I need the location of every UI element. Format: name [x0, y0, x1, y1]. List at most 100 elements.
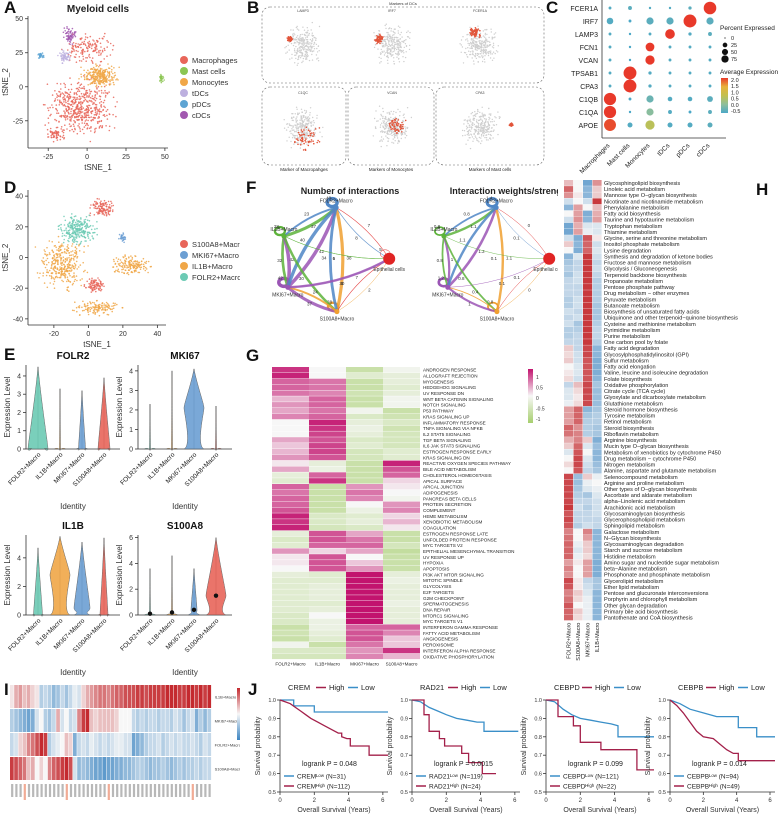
data-point [76, 220, 79, 223]
data-point [89, 310, 91, 312]
data-point [62, 114, 64, 117]
category-label: FOLR2+Macro [7, 451, 42, 486]
data-point [482, 35, 485, 37]
data-point [285, 45, 287, 48]
data-point [383, 46, 385, 48]
data-point [39, 53, 41, 55]
data-point [301, 61, 303, 64]
data-point [75, 108, 77, 111]
data-point [68, 28, 70, 30]
data-point [98, 309, 100, 312]
data-point [131, 264, 133, 266]
y-tick-label: 3 [129, 388, 133, 395]
data-point [88, 71, 90, 74]
data-point [287, 36, 290, 38]
heatmap-cell [564, 198, 574, 205]
violin-shape [73, 542, 91, 616]
dot [648, 6, 652, 10]
data-point [57, 247, 60, 250]
edge-label: 30 [339, 281, 345, 286]
data-point [292, 29, 294, 31]
data-point [53, 287, 56, 289]
data-point [310, 129, 312, 131]
heatmap-cell [564, 186, 574, 192]
data-point [479, 35, 481, 37]
data-point [297, 58, 300, 60]
data-point [69, 77, 71, 79]
data-point [99, 83, 101, 86]
data-point [58, 256, 60, 258]
size-legend-dot [721, 48, 729, 56]
group-title: Markers of Monocytes [369, 167, 414, 172]
row-label: MYOGENESIS [423, 379, 454, 384]
data-point [309, 136, 311, 139]
data-point [478, 40, 480, 42]
data-point [99, 287, 101, 290]
data-point [79, 84, 82, 86]
heatmap-cell [346, 618, 383, 624]
data-point [74, 221, 77, 224]
data-point [399, 46, 401, 48]
data-point [382, 36, 384, 38]
data-point [84, 218, 87, 221]
heatmap-cell [592, 265, 602, 272]
dot [708, 45, 712, 49]
data-point [316, 117, 318, 119]
heatmap-cell [346, 601, 383, 607]
data-point [489, 133, 491, 136]
edge-label: 42 [319, 249, 325, 254]
heatmap-cell [346, 396, 383, 402]
data-point [68, 235, 71, 237]
data-point [78, 101, 80, 103]
data-point [311, 42, 313, 44]
data-point [289, 40, 292, 43]
data-point [482, 40, 484, 42]
data-point [51, 263, 53, 266]
heatmap-cell [272, 443, 309, 449]
data-point [384, 43, 386, 46]
dot [628, 32, 632, 36]
data-point [386, 145, 388, 147]
data-point [132, 265, 134, 267]
data-point [70, 120, 72, 122]
data-point [404, 56, 407, 59]
y-tick-label: 3 [17, 392, 21, 399]
data-point [108, 74, 111, 77]
data-point [105, 201, 108, 204]
heatmap-cell [573, 277, 583, 284]
data-point [82, 223, 84, 225]
interaction-edge [441, 235, 449, 288]
data-point [63, 82, 65, 85]
edge-label: 6 [341, 281, 344, 286]
data-point [477, 25, 479, 27]
data-point [73, 115, 76, 118]
heatmap-cell [573, 284, 583, 290]
dot [707, 122, 713, 128]
data-point [61, 54, 63, 57]
data-point [95, 306, 98, 308]
data-point [103, 85, 106, 88]
edge-label: 1.1 [506, 256, 513, 261]
data-point [464, 119, 466, 121]
heatmap-cell [592, 253, 602, 260]
data-point [400, 43, 402, 45]
data-point [308, 122, 310, 125]
heatmap-cell [346, 536, 383, 543]
data-point [57, 225, 60, 228]
data-point [61, 279, 63, 282]
data-point [54, 99, 56, 102]
data-point [482, 30, 484, 32]
data-point [387, 39, 389, 42]
data-point [68, 58, 71, 60]
data-point [61, 59, 63, 61]
dot [628, 19, 632, 23]
data-point [91, 288, 94, 290]
data-point [288, 123, 291, 125]
data-point [60, 53, 63, 55]
heatmap-cell [309, 454, 346, 461]
data-point [388, 38, 391, 40]
data-point [68, 269, 70, 272]
network-node [334, 309, 340, 315]
data-point [106, 74, 109, 76]
data-point [53, 278, 56, 280]
